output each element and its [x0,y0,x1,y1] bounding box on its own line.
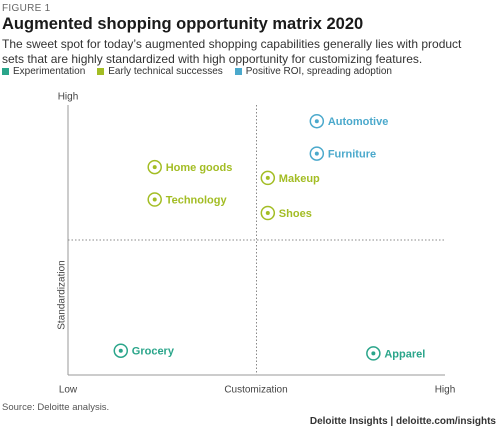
legend-item: Early technical successes [97,66,223,77]
x-axis-title: Customization [224,385,287,396]
legend-item: Experimentation [2,66,85,77]
point-icon-dot [265,211,270,215]
point-label: Furniture [328,149,376,161]
point-label: Makeup [279,173,320,185]
legend-swatch [97,68,105,75]
point-label: Apparel [384,348,425,360]
chart-title: Augmented shopping opportunity matrix 20… [2,15,364,33]
point-label: Automotive [328,116,389,128]
legend-item: Positive ROI, spreading adoption [234,66,392,77]
legend-swatch [2,68,9,75]
point-label: Shoes [279,208,312,220]
y-tick-label: High [58,92,79,103]
point-icon-dot [314,119,319,124]
source: Source: Deloitte analysis. [2,402,110,413]
point-label: Home goods [166,162,233,174]
point-icon-dot [118,348,123,353]
point-label: Grocery [132,346,175,358]
x-tick-label: High [435,385,456,396]
legend-swatch [234,68,242,75]
credit: Deloitte Insights | deloitte.com/insight… [309,416,496,427]
point-label: Technology [166,194,228,206]
point-icon-dot [314,151,319,156]
figure-label: FIGURE 1 [2,3,51,14]
point-icon-dot [265,175,270,180]
legend-label: Early technical successes [108,66,223,77]
y-axis-title: Standardization [57,260,68,330]
legend-label: Experimentation [13,66,86,77]
legend: Experimentation Early technical successes… [2,66,392,77]
point-icon-dot [152,165,157,170]
chart-subtitle: The sweet spot for today’s augmented sho… [2,37,462,66]
point-icon-dot [152,197,157,202]
point-icon-dot [371,351,376,356]
x-tick-label: Low [59,385,78,396]
legend-label: Positive ROI, spreading adoption [245,66,392,77]
